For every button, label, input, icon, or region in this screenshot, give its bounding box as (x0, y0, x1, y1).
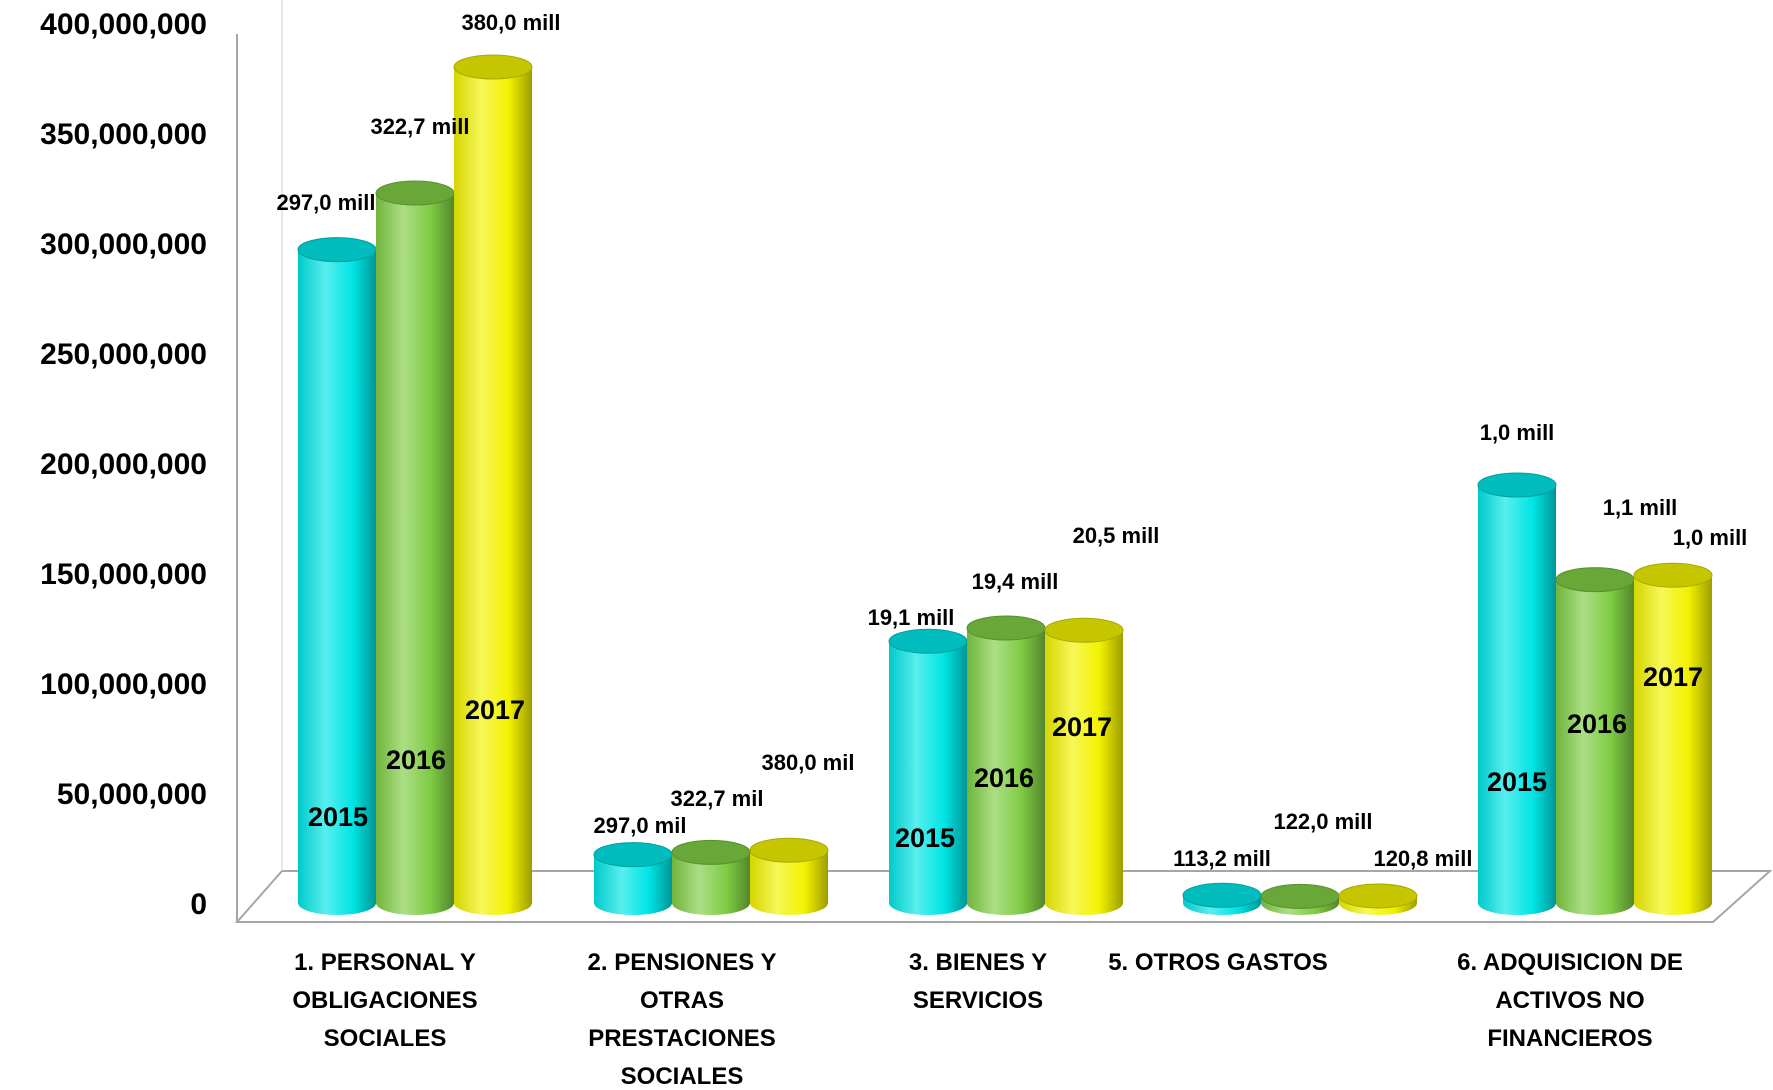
bar-body (298, 249, 376, 916)
y-tick-label: 200,000,000 (40, 448, 207, 481)
data-label: 322,7 mil (671, 786, 764, 811)
bar-top (1338, 883, 1418, 909)
bar (966, 615, 1046, 915)
bar-year-label: 2016 (1567, 709, 1627, 739)
bar (1633, 562, 1713, 915)
x-tick-label: 6. ADQUISICION DE ACTIVOS NO FINANCIEROS (1457, 949, 1683, 1052)
bar-body (594, 854, 672, 915)
y-tick-label: 50,000,000 (57, 778, 207, 811)
bar-top (1477, 472, 1557, 498)
bar (1555, 567, 1635, 915)
data-label: 1,1 mill (1603, 495, 1678, 520)
y-tick-label: 150,000,000 (40, 558, 207, 591)
data-label: 19,1 mill (868, 605, 955, 630)
y-tick-label: 300,000,000 (40, 228, 207, 261)
bar (1182, 882, 1262, 915)
label-layer: 1. PERSONAL Y OBLIGACIONES SOCIALES 2. PENS… (276, 10, 1747, 1090)
bar-year-label: 2016 (974, 763, 1034, 793)
data-label: 380,0 mil (762, 750, 855, 775)
bar-top (1260, 883, 1340, 909)
data-label: 322,7 mill (370, 114, 469, 139)
bar-body (889, 641, 967, 915)
bar-year-label: 2015 (1487, 767, 1547, 797)
bar-top (1633, 562, 1713, 588)
data-label: 297,0 mil (594, 813, 687, 838)
bar-top (749, 837, 829, 863)
bar-top (375, 180, 455, 206)
bar-year-label: 2015 (308, 802, 368, 832)
x-tick-label: 3. BIENES Y SERVICIOS (909, 949, 1047, 1014)
bar (375, 180, 455, 915)
bar-top (1555, 567, 1635, 593)
bar-top (888, 628, 968, 654)
bar-year-label: 2017 (1052, 712, 1112, 742)
data-label: 1,0 mill (1480, 420, 1555, 445)
bar-year-label: 2017 (465, 695, 525, 725)
data-label: 113,2 mill (1173, 846, 1271, 871)
y-tick-label: 350,000,000 (40, 118, 207, 151)
bar-top (1044, 617, 1124, 643)
bar-top (1182, 882, 1262, 908)
bar-body (1478, 485, 1556, 915)
data-label: 120,8 mill (1373, 846, 1472, 871)
bar (1338, 883, 1418, 915)
bar-top (453, 54, 533, 80)
bar-top (297, 237, 377, 263)
bar-layer (297, 54, 1713, 916)
bar-top (593, 842, 673, 868)
bar (1260, 883, 1340, 915)
bar-top (671, 839, 751, 865)
bar (453, 54, 533, 915)
bar (671, 839, 751, 915)
bar-year-label: 2015 (895, 823, 955, 853)
bar (1477, 472, 1557, 915)
bar-body (454, 67, 532, 915)
data-label: 1,0 mill (1673, 525, 1748, 550)
x-tick-label: 5. OTROS GASTOS (1108, 949, 1328, 976)
data-label: 20,5 mill (1073, 523, 1160, 548)
bar-body (750, 850, 828, 915)
bar-body (967, 628, 1045, 915)
data-label: 297,0 mill (276, 190, 375, 215)
bar-top (966, 615, 1046, 641)
bar (749, 837, 829, 915)
bar (888, 628, 968, 915)
y-tick-label: 250,000,000 (40, 338, 207, 371)
data-label: 122,0 mill (1273, 809, 1372, 834)
bar (1044, 617, 1124, 915)
bar-body (376, 193, 454, 915)
data-label: 19,4 mill (972, 569, 1059, 594)
bar-body (1556, 579, 1634, 915)
bar (593, 842, 673, 915)
x-tick-label: 1. PERSONAL Y OBLIGACIONES SOCIALES (292, 949, 477, 1052)
y-tick-label: 100,000,000 (40, 668, 207, 701)
bar-body (1045, 630, 1123, 915)
x-tick-label: 2. PENSIONES Y OTRAS PRESTACIONES SOCIALES (588, 949, 777, 1090)
data-label: 380,0 mill (461, 10, 560, 35)
y-tick-label: 400,000,000 (40, 8, 207, 41)
bar (297, 237, 377, 916)
y-tick-label: 0 (190, 888, 207, 921)
bar-body (672, 852, 750, 915)
bar-body (1634, 575, 1712, 915)
bar-year-label: 2016 (386, 745, 446, 775)
bar-year-label: 2017 (1643, 662, 1703, 692)
